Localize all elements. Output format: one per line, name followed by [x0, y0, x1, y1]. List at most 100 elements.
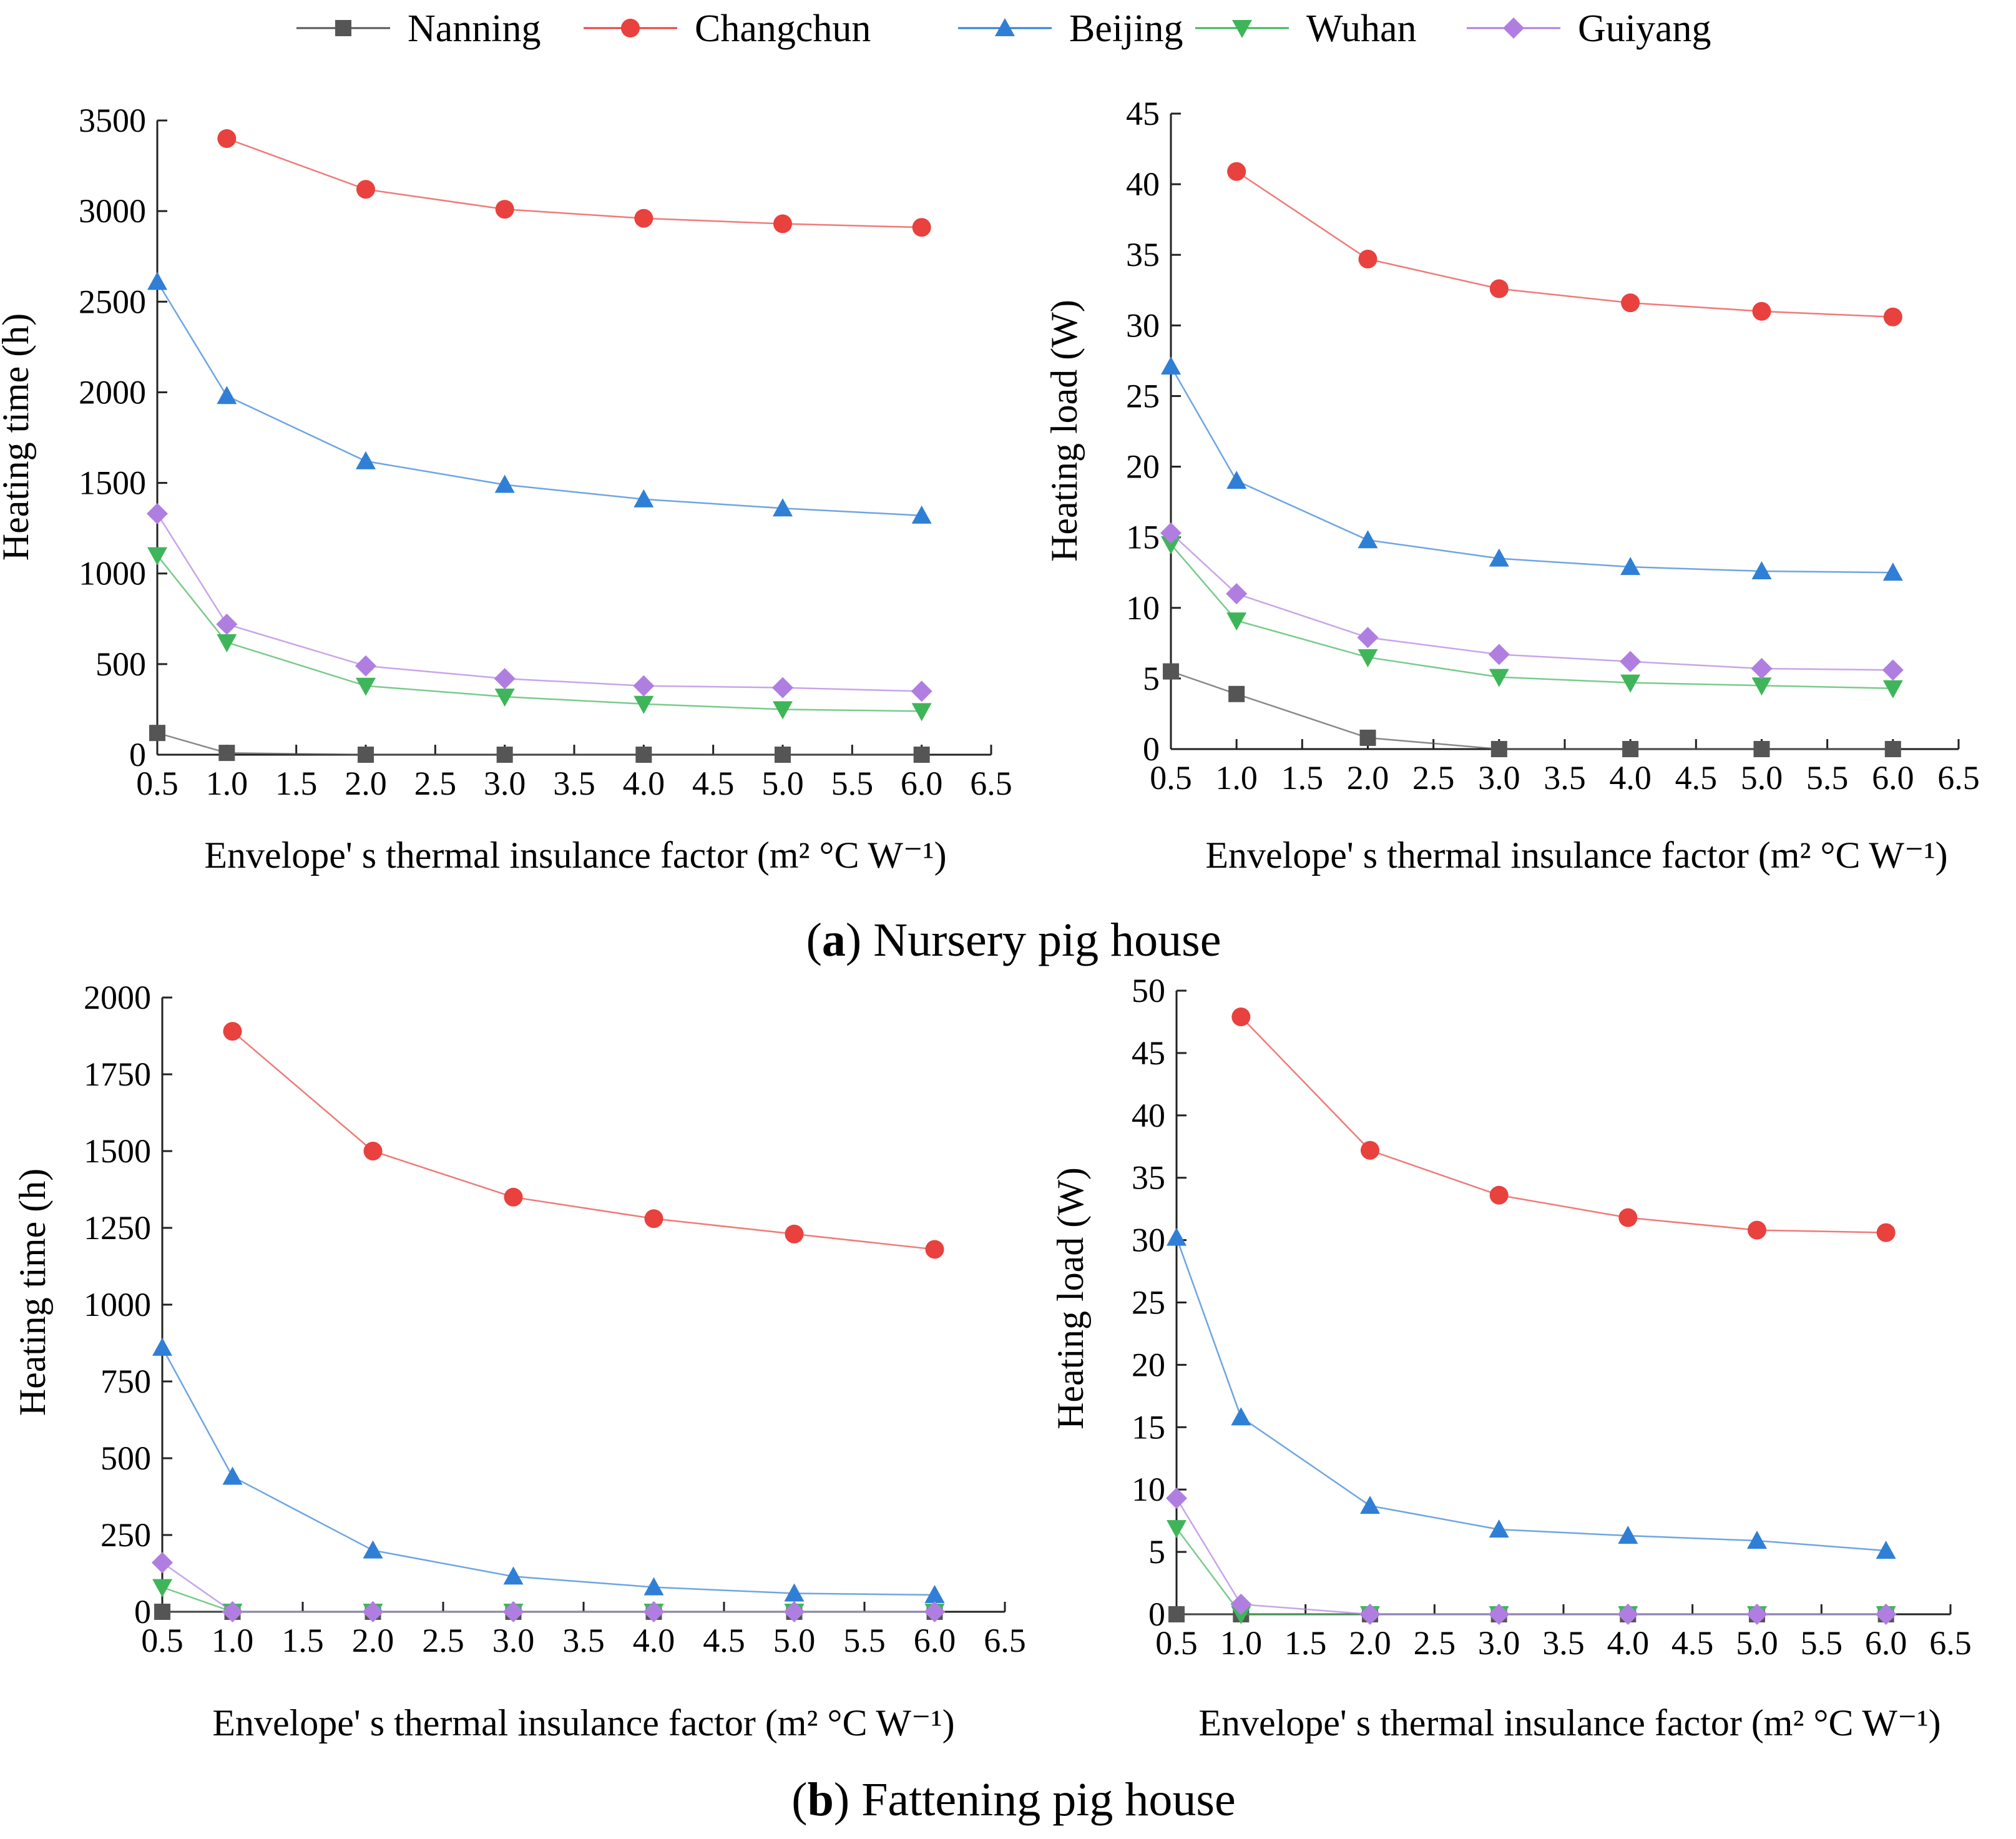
data-point-guiyang [1488, 1604, 1510, 1625]
y-tick-label: 15 [1132, 1408, 1165, 1446]
legend-marker-beijing [995, 18, 1015, 36]
series-guiyang [147, 503, 932, 702]
y-tick-label: 3000 [79, 192, 146, 230]
legend-marker-changchun [621, 19, 640, 37]
x-tick-label: 6.5 [1937, 759, 1980, 797]
data-point-changchun [1883, 307, 1902, 326]
data-point-guiyang [494, 668, 516, 690]
x-tick-label: 3.0 [1478, 759, 1520, 797]
data-point-wuhan [1231, 1606, 1251, 1624]
data-point-beijing [1882, 562, 1903, 581]
data-point-wuhan [1620, 674, 1641, 693]
x-tick-label: 4.0 [623, 765, 665, 802]
data-point-guiyang [1875, 1604, 1897, 1625]
x-axis-title: Envelope' s thermal insulance factor (m²… [212, 1702, 954, 1743]
x-tick-label: 0.5 [136, 765, 179, 802]
data-point-beijing [147, 272, 167, 290]
x-tick-label: 6.5 [970, 765, 1012, 802]
series-line-changchun [232, 1031, 935, 1250]
x-tick-label: 4.5 [1675, 759, 1718, 797]
data-point-changchun [356, 180, 375, 199]
series-guiyang [152, 1552, 946, 1622]
series-changchun [217, 129, 931, 237]
data-point-changchun [925, 1240, 944, 1259]
y-tick-label: 2500 [79, 283, 146, 320]
legend-entry-guiyang[interactable]: Guiyang [1467, 7, 1711, 50]
y-tick-label: 35 [1132, 1159, 1165, 1197]
y-tick-label: 1500 [84, 1132, 151, 1170]
data-point-beijing [773, 498, 793, 517]
data-point-guiyang [216, 613, 238, 635]
chart-panels: 0.5 1.0 1.5 2.0 2.5 3.0 3.5 4.0 4.5 5.0 5.5 6.0 6.5 0… [0, 95, 1980, 1743]
data-point-changchun [634, 208, 653, 228]
series-beijing [152, 1337, 945, 1603]
legend: Nanning Changchun Beijing Wuhan Guiyang [296, 7, 1711, 50]
series-wuhan [1161, 536, 1903, 699]
data-point-nanning [496, 747, 513, 763]
y-tick-label: 2000 [84, 979, 151, 1016]
data-point-nanning [149, 725, 165, 742]
y-tick-label: 30 [1126, 306, 1160, 344]
legend-entry-changchun[interactable]: Changchun [584, 7, 871, 50]
data-point-guiyang [924, 1601, 946, 1622]
data-point-nanning [913, 747, 930, 763]
x-tick-label: 2.0 [352, 1622, 394, 1659]
data-point-nanning [1359, 729, 1376, 746]
data-point-beijing [503, 1566, 524, 1585]
legend-entry-beijing[interactable]: Beijing [958, 7, 1183, 50]
series-guiyang [1160, 522, 1904, 681]
x-axis-title: Envelope' s thermal insulance factor (m²… [204, 835, 946, 876]
series-beijing [1167, 1227, 1896, 1559]
data-point-changchun [1618, 1208, 1638, 1227]
data-point-guiyang [147, 503, 168, 524]
legend-label-changchun: Changchun [695, 7, 871, 50]
chart-a-right: 0.5 1.0 1.5 2.0 2.5 3.0 3.5 4.0 4.5 5.0 5.5 6.0 6.5 0… [1044, 95, 1980, 876]
x-tick-label: 5.0 [761, 765, 804, 802]
caption-a-text: Nursery pig house [861, 914, 1221, 966]
data-point-wuhan [152, 1579, 172, 1597]
series-line-changchun [1236, 170, 1893, 318]
data-point-guiyang [1357, 627, 1379, 649]
legend-entry-wuhan[interactable]: Wuhan [1195, 7, 1417, 50]
data-point-nanning [775, 747, 791, 763]
legend-label-nanning: Nanning [408, 7, 541, 50]
data-point-guiyang [1160, 522, 1182, 544]
x-tick-label: 6.0 [914, 1622, 956, 1659]
data-point-beijing [1876, 1541, 1896, 1559]
x-tick-label: 3.0 [492, 1622, 535, 1659]
data-point-beijing [494, 474, 515, 493]
data-point-wuhan [1167, 1520, 1187, 1539]
x-tick-label: 1.5 [275, 765, 318, 802]
data-point-wuhan [1489, 669, 1509, 687]
x-tick-label: 1.0 [1220, 1624, 1263, 1662]
x-tick-label: 0.5 [141, 1622, 183, 1659]
x-tick-label: 1.5 [281, 1622, 324, 1659]
x-tick-label: 4.0 [1607, 1624, 1650, 1662]
y-tick-label: 25 [1126, 377, 1160, 414]
data-point-guiyang [1751, 658, 1773, 680]
y-tick-label: 1250 [84, 1209, 151, 1247]
x-tick-label: 4.0 [1609, 759, 1651, 797]
data-point-nanning [1753, 741, 1770, 757]
y-tick-label: 0 [1143, 730, 1160, 768]
data-point-changchun [1752, 302, 1771, 321]
y-tick-label: 20 [1132, 1346, 1165, 1383]
x-tick-label: 2.5 [1414, 1624, 1456, 1662]
x-tick-label: 3.5 [553, 765, 595, 802]
data-point-changchun [1489, 279, 1509, 298]
data-point-wuhan [1882, 680, 1903, 699]
x-tick-label: 3.5 [562, 1622, 605, 1659]
x-tick-label: 3.0 [484, 765, 526, 802]
y-tick-label: 25 [1132, 1284, 1165, 1322]
x-tick-label: 6.0 [1872, 759, 1914, 797]
y-tick-label: 45 [1126, 95, 1160, 132]
x-tick-label: 0.5 [1155, 1624, 1198, 1662]
legend-label-guiyang: Guiyang [1578, 7, 1711, 50]
series-line-changchun [226, 137, 922, 228]
legend-marker-wuhan [1232, 20, 1252, 38]
data-point-changchun [773, 214, 792, 233]
series-guiyang [1166, 1488, 1897, 1625]
x-tick-label: 1.5 [1284, 1624, 1327, 1662]
legend-entry-nanning[interactable]: Nanning [296, 7, 541, 50]
